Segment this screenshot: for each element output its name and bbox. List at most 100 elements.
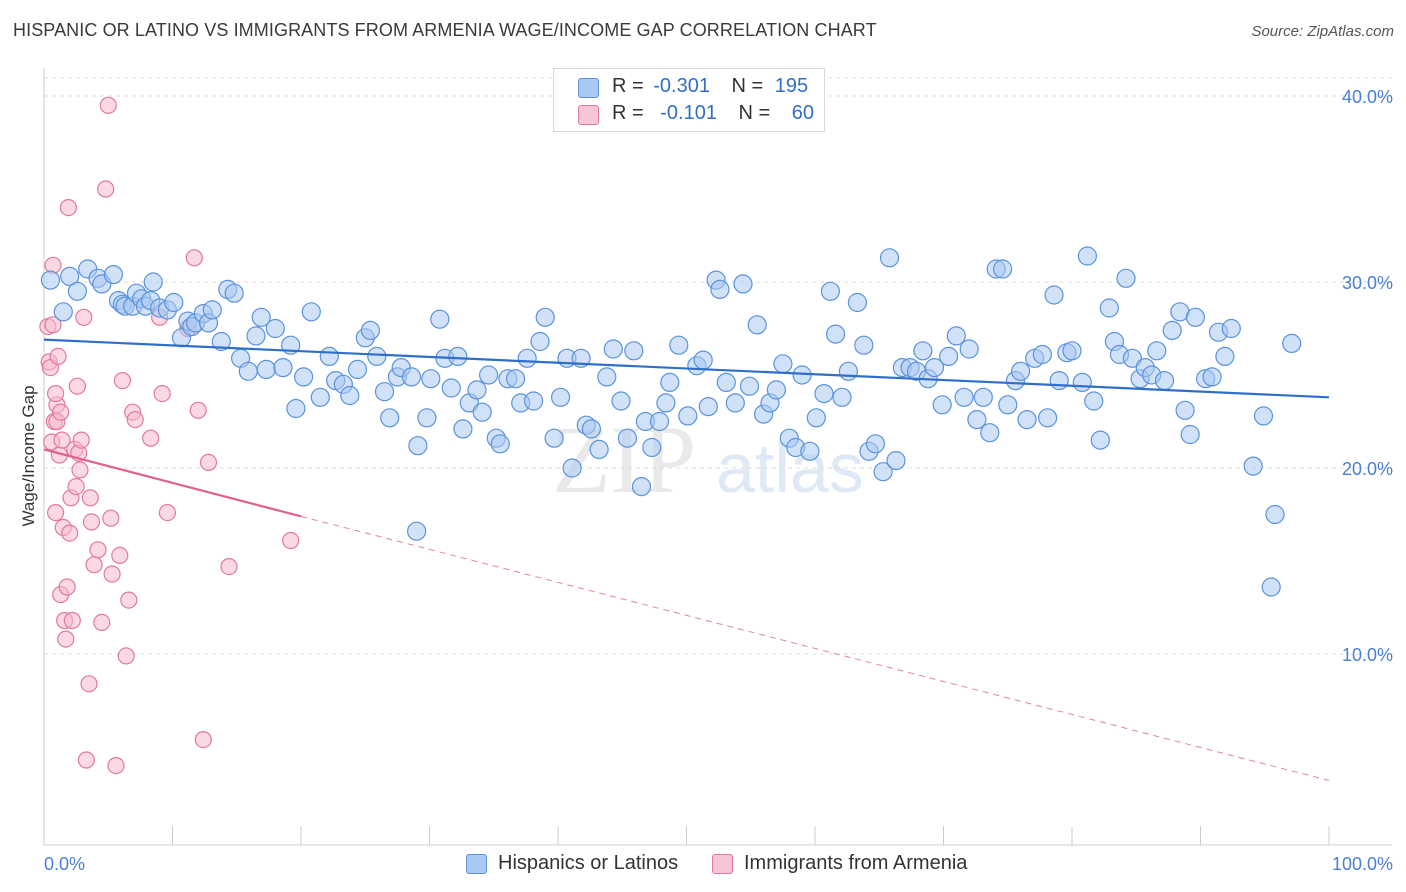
data-point-hispanic: [716, 372, 736, 392]
data-point-hispanic: [924, 358, 945, 378]
data-point-hispanic: [617, 428, 638, 448]
data-point-hispanic: [847, 292, 868, 313]
data-point-hispanic: [967, 410, 987, 430]
data-point-hispanic: [739, 376, 760, 396]
data-point-hispanic: [347, 359, 368, 379]
data-point-hispanic: [408, 436, 428, 456]
data-point-armenia: [113, 372, 132, 390]
data-point-armenia: [44, 316, 62, 334]
data-point-armenia: [68, 377, 87, 395]
data-point-hispanic: [886, 451, 906, 471]
data-point-hispanic: [367, 346, 387, 366]
data-point-hispanic: [40, 270, 61, 290]
data-point-armenia: [53, 431, 71, 449]
data-point-hispanic: [224, 283, 244, 303]
data-point-armenia: [85, 556, 103, 574]
data-point-hispanic: [733, 274, 753, 294]
data-point-hispanic: [946, 326, 966, 346]
data-point-armenia: [185, 249, 203, 267]
data-point-armenia: [158, 503, 176, 522]
data-point-armenia: [107, 756, 125, 775]
data-point-hispanic: [832, 387, 852, 407]
data-point-hispanic: [53, 302, 73, 322]
legend-n-value: 195: [774, 75, 809, 97]
data-point-armenia: [111, 546, 129, 565]
legend-n-value: 60: [791, 102, 815, 124]
data-point-hispanic: [550, 387, 571, 407]
data-point-hispanic: [256, 359, 276, 379]
data-point-armenia: [82, 513, 101, 531]
data-point-hispanic: [873, 462, 893, 482]
data-point-hispanic: [820, 281, 841, 301]
data-point-hispanic: [669, 335, 689, 355]
data-point-hispanic: [1243, 456, 1263, 476]
data-point-hispanic: [660, 372, 680, 392]
data-point-hispanic: [678, 406, 698, 426]
data-point-hispanic: [581, 419, 602, 439]
data-point-hispanic: [301, 302, 321, 322]
data-point-hispanic: [407, 521, 427, 541]
data-point-armenia: [126, 411, 144, 429]
x-tick-label-min: 0.0%: [44, 854, 85, 874]
legend-r-label: R =: [612, 75, 644, 97]
data-point-hispanic: [238, 361, 258, 381]
data-point-hispanic: [1261, 577, 1281, 597]
data-point-hispanic: [430, 309, 450, 329]
data-point-armenia: [46, 385, 65, 403]
data-point-hispanic: [710, 279, 730, 299]
data-point-hispanic: [1180, 424, 1200, 445]
y-axis-label: Wage/Income Gap: [19, 385, 38, 526]
data-point-hispanic: [1116, 268, 1136, 288]
data-point-hispanic: [1090, 430, 1110, 450]
data-point-hispanic: [597, 367, 617, 387]
data-point-hispanic: [490, 434, 510, 454]
data-point-hispanic: [1175, 400, 1195, 420]
data-point-armenia: [59, 199, 78, 217]
data-point-hispanic: [453, 419, 473, 439]
data-point-armenia: [93, 613, 111, 632]
data-point-hispanic: [202, 300, 222, 320]
data-point-armenia: [199, 453, 218, 471]
legend-swatch-pink: [578, 105, 599, 125]
data-point-hispanic: [1253, 406, 1274, 426]
data-point-hispanic: [938, 346, 959, 366]
data-point-armenia: [57, 630, 75, 648]
data-point-armenia: [63, 611, 81, 630]
data-point-armenia: [61, 524, 79, 542]
data-point-hispanic: [265, 318, 285, 339]
data-point-hispanic: [1062, 341, 1082, 361]
data-point-hispanic: [472, 402, 492, 422]
data-point-armenia: [75, 308, 93, 326]
data-point-armenia: [46, 503, 65, 522]
data-point-hispanic: [530, 331, 550, 352]
correlation-legend: R = -0.301 N = 195 R = -0.101 N = 60: [553, 68, 825, 132]
data-point-hispanic: [374, 382, 395, 402]
data-point-hispanic: [246, 326, 266, 346]
data-point-armenia: [71, 461, 89, 479]
data-point-hispanic: [417, 408, 437, 428]
data-point-armenia: [102, 509, 120, 527]
data-point-hispanic: [992, 259, 1013, 279]
data-point-armenia: [142, 429, 160, 447]
data-point-hispanic: [535, 307, 555, 327]
bottom-legend-label: Immigrants from Armenia: [744, 852, 968, 874]
trend-line-armenia-extension: [300, 515, 1330, 781]
data-point-hispanic: [973, 387, 993, 407]
data-point-hispanic: [448, 346, 468, 366]
data-point-hispanic: [1202, 367, 1222, 387]
series-hispanics-or-latinos: [40, 246, 1302, 597]
data-point-hispanic: [825, 324, 846, 344]
data-point-hispanic: [656, 393, 676, 413]
data-point-hispanic: [360, 320, 380, 340]
bottom-legend-label: Hispanics or Latinos: [498, 852, 679, 874]
axes: [43, 68, 1392, 846]
data-point-hispanic: [286, 398, 306, 419]
chart-title: HISPANIC OR LATINO VS IMMIGRANTS FROM AR…: [13, 20, 877, 40]
data-point-hispanic: [838, 361, 859, 381]
data-point-hispanic: [143, 272, 163, 292]
data-point-hispanic: [589, 439, 609, 459]
x-tick-label-max: 100.0%: [1332, 854, 1393, 874]
data-point-hispanic: [60, 266, 80, 286]
data-point-hispanic: [1099, 298, 1119, 318]
data-point-hispanic: [164, 292, 184, 313]
